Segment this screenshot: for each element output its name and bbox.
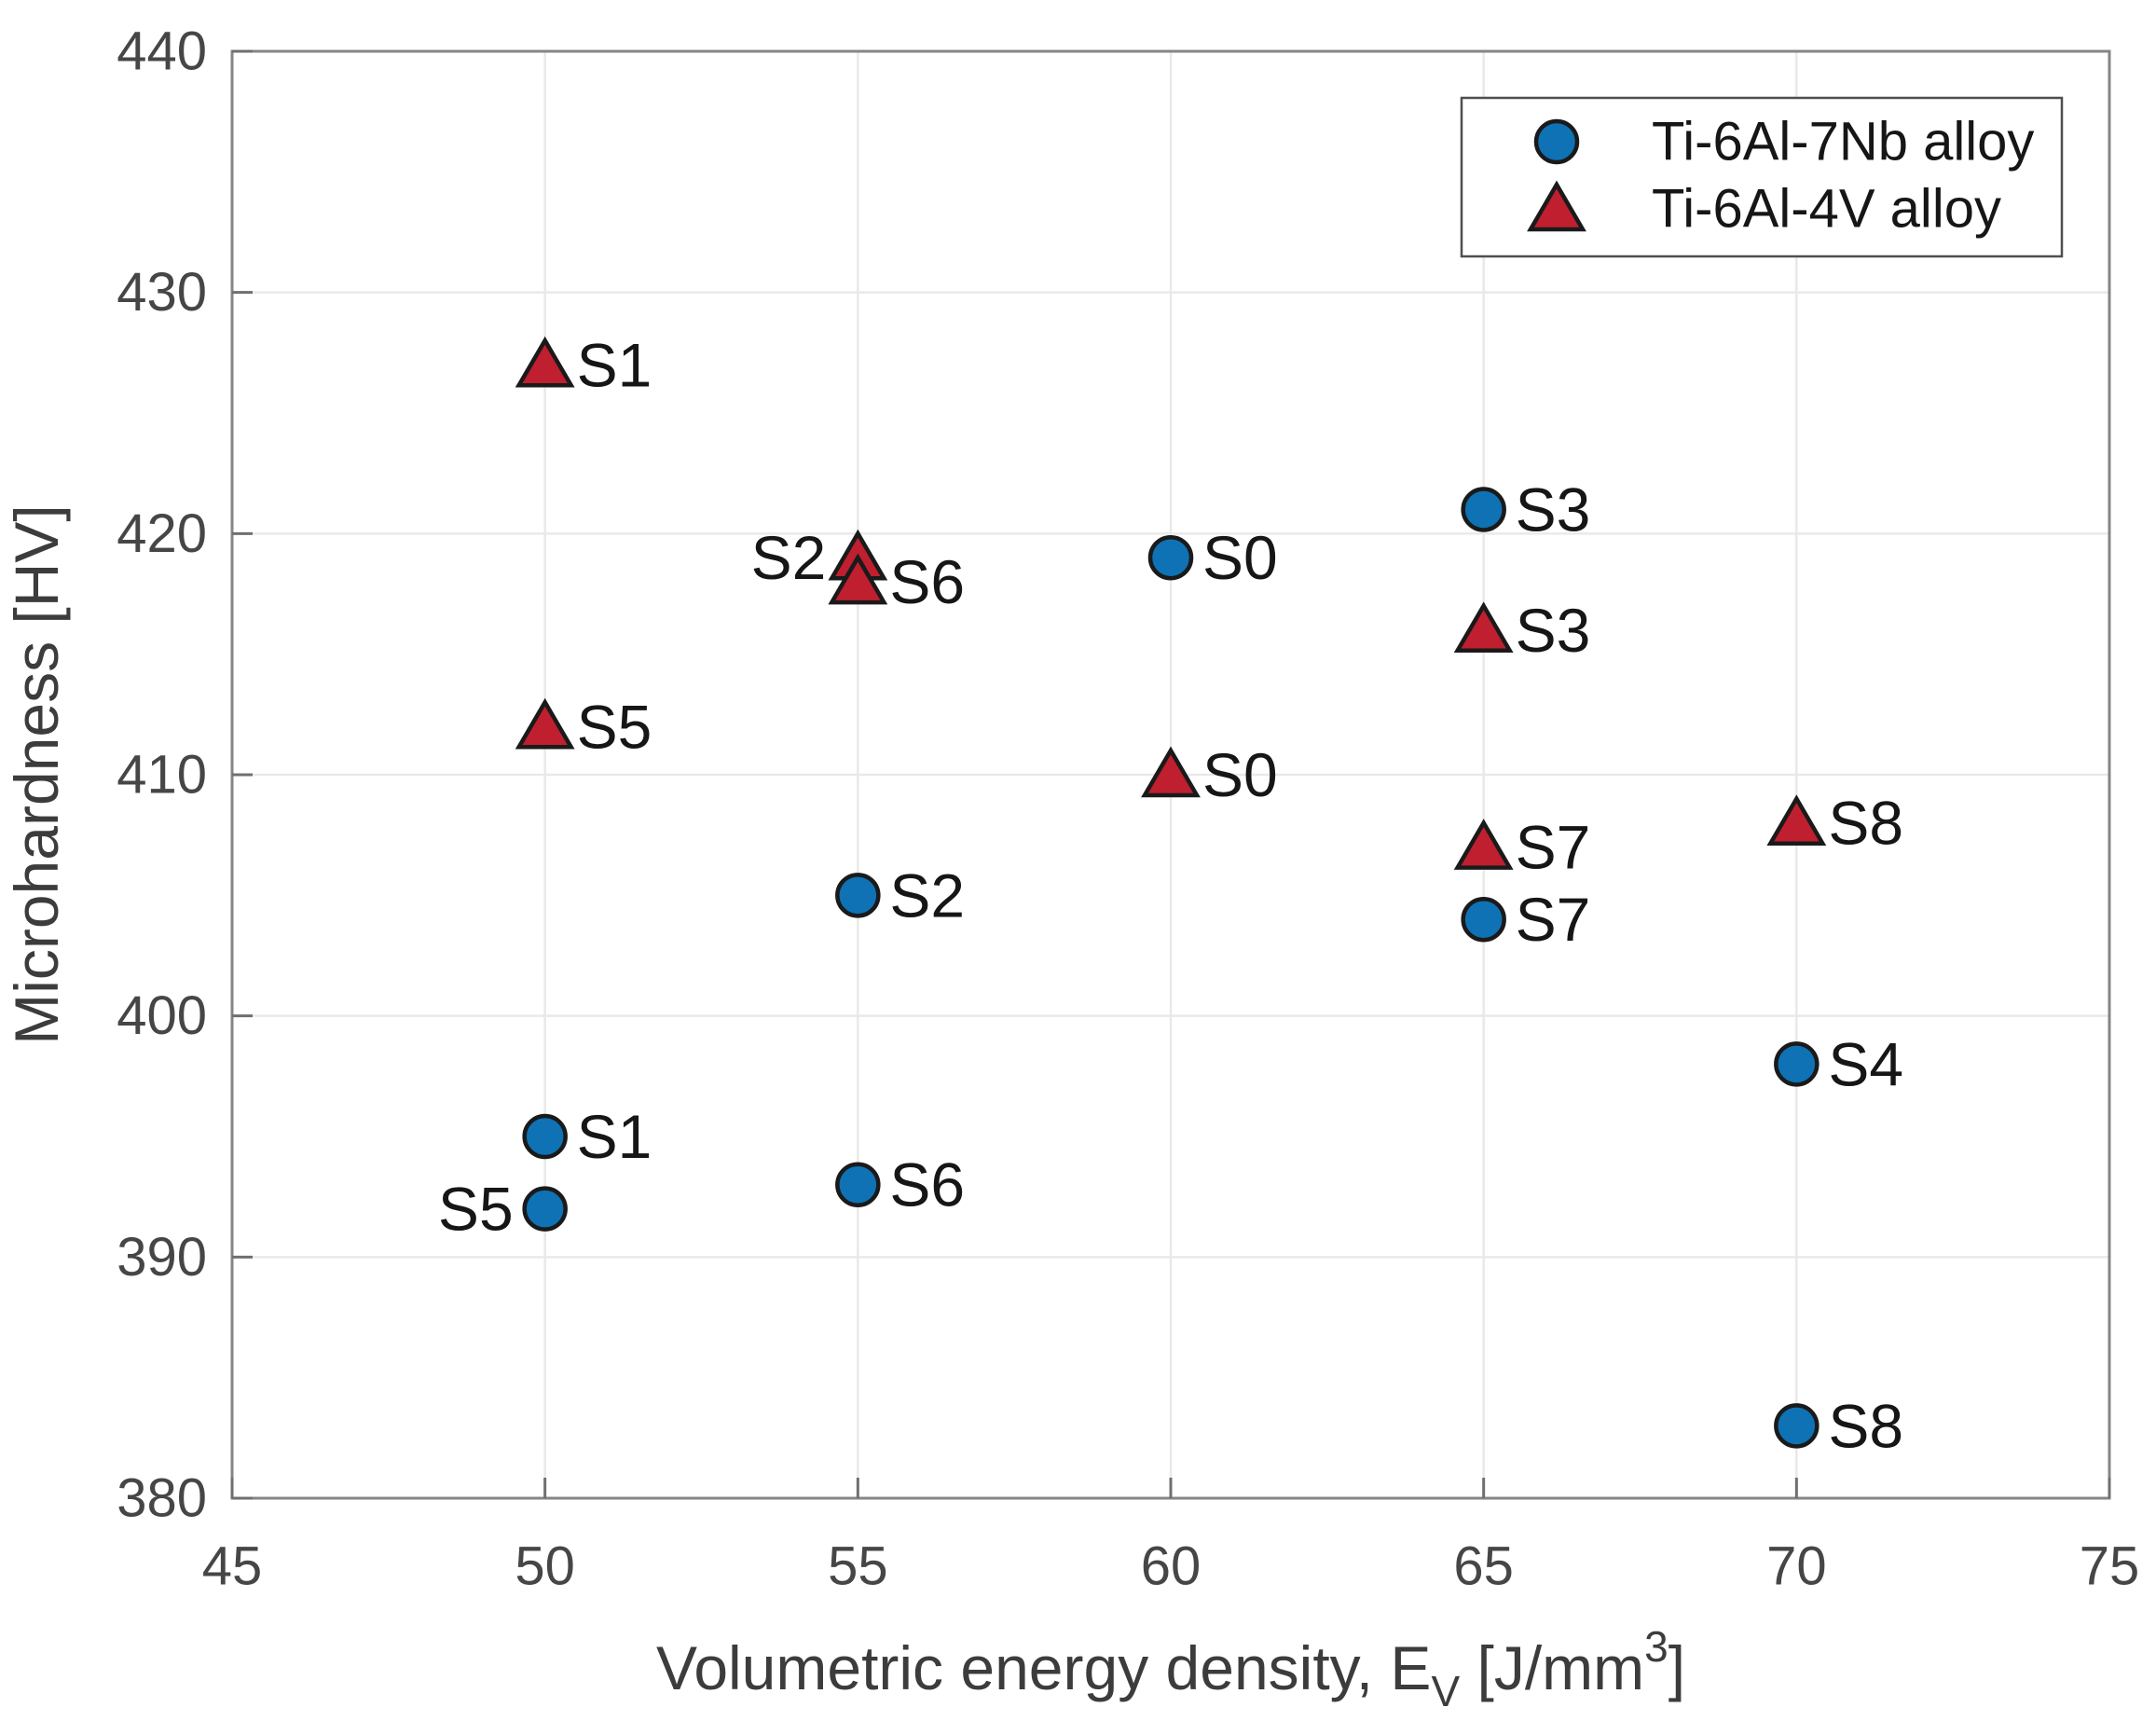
x-tick-label-50: 50 — [515, 1536, 575, 1597]
point-red-S8 — [1766, 794, 1827, 846]
point-blue-S6 — [835, 1162, 881, 1207]
point-label-blue-S2: S2 — [889, 861, 965, 929]
point-red-S5 — [515, 697, 575, 750]
legend-label-1: Ti-6Al-4V alloy — [1652, 179, 2001, 240]
legend-marker-1 — [1527, 180, 1586, 232]
point-label-red-S8: S8 — [1828, 789, 1903, 858]
series-red: S0 S1 S2 S3 S5 S6 S7 S8 — [515, 330, 1903, 882]
y-tick-label-430: 430 — [117, 262, 207, 323]
x-tick-label-70: 70 — [1766, 1536, 1827, 1597]
y-tick-label-410: 410 — [117, 745, 207, 806]
point-red-S3 — [1453, 601, 1514, 654]
point-red-S7 — [1453, 819, 1514, 870]
point-blue-S0 — [1147, 534, 1194, 581]
point-label-blue-S4: S4 — [1828, 1029, 1903, 1098]
point-label-blue-S0: S0 — [1202, 523, 1278, 592]
point-blue-S5 — [522, 1186, 568, 1232]
point-blue-S8 — [1774, 1403, 1820, 1449]
point-label-red-S1: S1 — [577, 330, 652, 399]
y-tick-label-400: 400 — [117, 985, 207, 1046]
x-tick-label-60: 60 — [1141, 1536, 1202, 1597]
y-axis-label: Microhardness [HV] — [2, 504, 71, 1045]
point-blue-S1 — [522, 1113, 568, 1160]
x-axis-label-part: Volumetric energy density, E — [656, 1633, 1432, 1702]
point-red-S6 — [828, 553, 888, 605]
point-red-S1 — [515, 336, 575, 388]
point-label-red-S5: S5 — [577, 692, 652, 761]
legend-label-0: Ti-6Al-7Nb alloy — [1652, 112, 2034, 172]
x-axis-label: Volumetric energy density, EV [J/mm3] — [656, 1622, 1685, 1715]
legend-marker-0 — [1533, 118, 1580, 165]
point-label-blue-S1: S1 — [577, 1102, 652, 1171]
legend: Ti-6Al-7Nb alloy Ti-6Al-4V alloy — [1460, 96, 2064, 258]
y-tick-label-380: 380 — [117, 1468, 207, 1529]
x-tick-label-55: 55 — [828, 1536, 888, 1597]
point-label-red-S7: S7 — [1516, 813, 1591, 882]
point-label-red-S6: S6 — [889, 547, 965, 616]
y-tick-label-420: 420 — [117, 503, 207, 564]
point-label-blue-S5: S5 — [438, 1175, 514, 1244]
point-label-red-S3: S3 — [1516, 596, 1591, 665]
point-label-red-S2: S2 — [751, 523, 827, 592]
point-blue-S7 — [1461, 896, 1506, 943]
point-red-S0 — [1141, 746, 1201, 798]
series-blue: S0 S1 S2 S3 S4 S5 S6 S7 S8 — [438, 475, 1903, 1460]
point-label-blue-S6: S6 — [889, 1150, 965, 1219]
x-tick-label-75: 75 — [2080, 1536, 2140, 1597]
x-tick-label-65: 65 — [1453, 1536, 1514, 1597]
point-blue-S2 — [835, 873, 881, 918]
point-label-blue-S3: S3 — [1516, 475, 1591, 544]
point-label-blue-S8: S8 — [1828, 1391, 1903, 1460]
x-axis-label-part: V — [1431, 1667, 1460, 1715]
point-blue-S3 — [1461, 487, 1506, 532]
y-tick-label-390: 390 — [117, 1227, 207, 1287]
point-label-blue-S7: S7 — [1516, 885, 1591, 954]
point-label-red-S0: S0 — [1202, 740, 1278, 809]
point-blue-S4 — [1774, 1041, 1820, 1087]
y-tick-label-440: 440 — [117, 21, 207, 82]
x-axis-label-part: ] — [1668, 1633, 1685, 1702]
x-tick-label-45: 45 — [202, 1536, 263, 1597]
x-axis-label-part: 3 — [1644, 1622, 1668, 1671]
x-axis-label-part: [J/mm — [1460, 1633, 1644, 1702]
